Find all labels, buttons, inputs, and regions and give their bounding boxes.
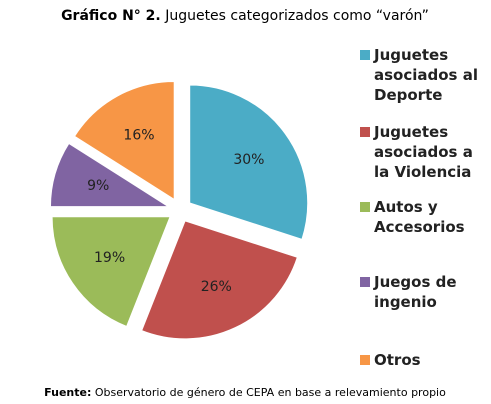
data-label: 30% <box>233 152 264 168</box>
pie-slice <box>49 142 171 208</box>
pie-slice <box>141 220 298 340</box>
legend-label: Juegos de ingenio <box>374 273 457 311</box>
legend-item: Juguetes asociados a la Violencia <box>360 122 485 182</box>
legend-swatch <box>360 127 370 137</box>
source-text: Observatorio de género de CEPA en base a… <box>95 386 446 399</box>
chart-title: Gráfico N° 2. Juguetes categorizados com… <box>61 8 429 24</box>
legend-swatch <box>360 355 370 365</box>
data-label: 19% <box>94 250 125 266</box>
legend-item: Otros <box>360 350 485 370</box>
source-prefix: Fuente: <box>44 386 91 399</box>
data-label: 26% <box>201 279 232 295</box>
legend-label: Juguetes asociados al Deporte <box>374 46 478 104</box>
legend-swatch <box>360 202 370 212</box>
legend-label: Juguetes asociados a la Violencia <box>374 123 473 181</box>
pie-slice <box>51 216 171 328</box>
legend-swatch <box>360 277 370 287</box>
source: Fuente: Observatorio de género de CEPA e… <box>44 386 446 399</box>
legend-label: Autos y Accesorios <box>374 198 465 236</box>
title-prefix: Gráfico N° 2. <box>61 8 161 24</box>
legend-item: Autos y Accesorios <box>360 197 485 237</box>
legend-item: Juguetes asociados al Deporte <box>360 45 485 105</box>
pie-slice <box>73 80 175 201</box>
data-label: 9% <box>87 178 109 194</box>
legend-label: Otros <box>374 351 421 369</box>
legend-item: Juegos de ingenio <box>360 272 485 312</box>
pie-slice <box>189 84 309 241</box>
legend-swatch <box>360 50 370 60</box>
data-label: 16% <box>123 127 154 143</box>
title-text: Juguetes categorizados como “varón” <box>164 8 429 24</box>
